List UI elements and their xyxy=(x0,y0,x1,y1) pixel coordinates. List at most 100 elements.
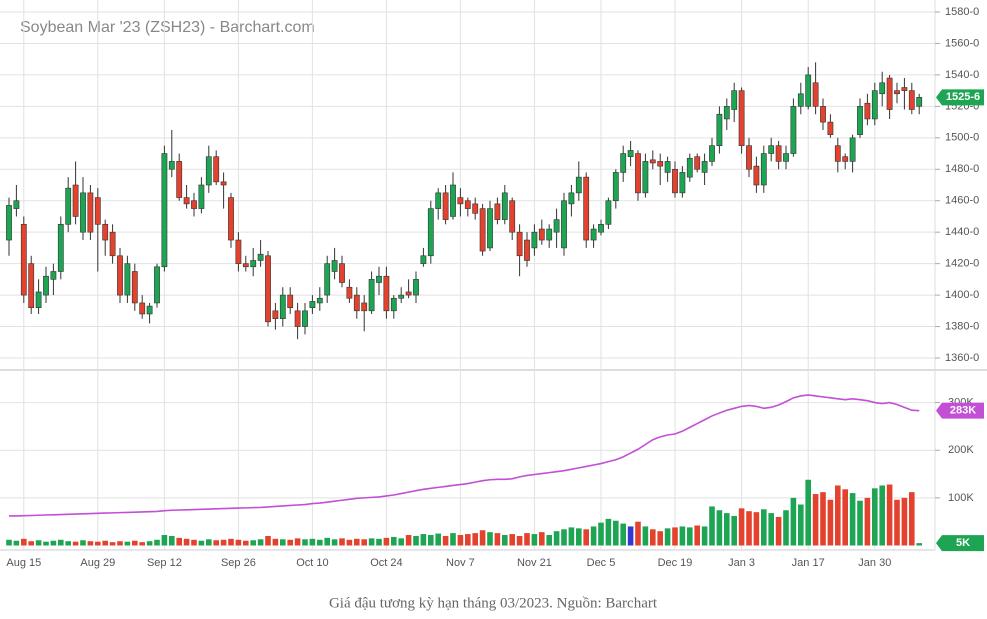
candle-body xyxy=(302,310,308,327)
candle-body xyxy=(161,153,168,268)
volume-bar xyxy=(161,535,168,546)
candle-body xyxy=(50,271,57,280)
candle-body xyxy=(686,157,693,178)
volume-bar xyxy=(132,540,138,546)
candle-body xyxy=(35,291,42,308)
open-interest-line xyxy=(9,394,920,517)
candle-body xyxy=(257,253,264,261)
volume-bar xyxy=(502,535,508,546)
volume-bar xyxy=(405,535,412,546)
volume-bar xyxy=(901,497,908,546)
candle-body xyxy=(827,121,834,135)
volume-bar xyxy=(302,539,308,546)
candle-body xyxy=(457,197,464,205)
candle-body xyxy=(420,255,427,264)
candle-body xyxy=(413,279,419,296)
x-tick-label: Aug 15 xyxy=(6,557,41,569)
candle-body xyxy=(857,106,863,135)
candle-body xyxy=(117,255,123,296)
volume-bar xyxy=(6,539,12,546)
volume-bar xyxy=(650,529,656,546)
volume-bar xyxy=(72,541,79,546)
volume-bar xyxy=(176,537,182,546)
volume-bar xyxy=(146,541,153,546)
volume-bar xyxy=(324,537,330,546)
volume-bar xyxy=(43,541,49,546)
volume-bar xyxy=(605,518,612,546)
candle-body xyxy=(139,302,146,315)
volume-bar xyxy=(709,506,715,546)
volume-bar xyxy=(280,539,286,546)
candle-body xyxy=(205,156,212,186)
y-tick-label: 1440-0 xyxy=(945,226,979,238)
volume-bar xyxy=(368,538,375,546)
volume-bar xyxy=(220,539,227,546)
volume-bar xyxy=(206,539,212,546)
candle-body xyxy=(287,294,294,308)
candle-body xyxy=(531,231,538,249)
candle-body xyxy=(894,90,900,95)
candle-body xyxy=(775,145,782,162)
volume-bar xyxy=(864,497,871,546)
volume-bar xyxy=(879,485,885,546)
last-value-label: 5K xyxy=(956,537,970,549)
x-tick-label: Sep 12 xyxy=(147,557,182,569)
volume-bar xyxy=(183,538,190,546)
volume-bar xyxy=(487,532,493,546)
last-price-label-box xyxy=(936,89,984,106)
volume-bar xyxy=(287,539,293,546)
volume-bar xyxy=(117,541,123,546)
volume-bar xyxy=(886,484,893,546)
candle-body xyxy=(368,279,375,312)
volume-bar xyxy=(331,539,338,546)
candle-body xyxy=(731,90,738,110)
volume-bar xyxy=(746,511,752,546)
candle-body xyxy=(442,192,449,220)
candle-body xyxy=(324,263,331,296)
volume-bar xyxy=(413,535,419,546)
x-tick-label: Jan 3 xyxy=(728,557,755,569)
candle-body xyxy=(657,161,664,167)
volume-bar xyxy=(95,541,101,546)
candle-body xyxy=(553,219,560,233)
candle-body xyxy=(102,224,109,241)
volume-bar xyxy=(65,541,71,546)
volume-bar xyxy=(909,492,915,546)
candle-body xyxy=(294,310,301,327)
candle-body xyxy=(575,176,582,194)
candle-body xyxy=(886,77,893,110)
candle-body xyxy=(871,90,878,120)
candle-body xyxy=(524,239,530,261)
volume-bar xyxy=(339,538,345,546)
candle-body xyxy=(834,145,841,162)
candle-body xyxy=(916,97,923,107)
x-tick-label: Oct 24 xyxy=(370,557,402,569)
candle-body xyxy=(620,153,627,173)
candle-body xyxy=(198,184,205,209)
volume-bar xyxy=(450,533,456,546)
y-tick-label: 1380-0 xyxy=(945,320,979,332)
candle-body xyxy=(390,297,397,312)
candle-body xyxy=(353,294,360,312)
candle-body xyxy=(405,291,412,296)
candle-body xyxy=(6,205,12,241)
candle-body xyxy=(753,165,760,186)
candle-body xyxy=(94,197,101,225)
candle-body xyxy=(635,153,641,194)
volume-bar xyxy=(250,540,256,546)
last-value-label: 283K xyxy=(950,405,976,417)
candle-body xyxy=(709,145,715,162)
volume-bar xyxy=(465,534,471,546)
y-tick-label: 100K xyxy=(948,492,974,504)
candle-body xyxy=(723,106,730,120)
volume-bar xyxy=(479,530,486,546)
candle-body xyxy=(901,87,908,91)
volume-bar xyxy=(561,529,567,546)
candle-body xyxy=(131,271,138,304)
volume-bar xyxy=(687,527,693,546)
volume-bar xyxy=(272,538,279,546)
volume-bar xyxy=(539,532,545,546)
candle-body xyxy=(509,200,516,233)
volume-bar xyxy=(857,500,863,546)
candle-body xyxy=(265,255,271,323)
